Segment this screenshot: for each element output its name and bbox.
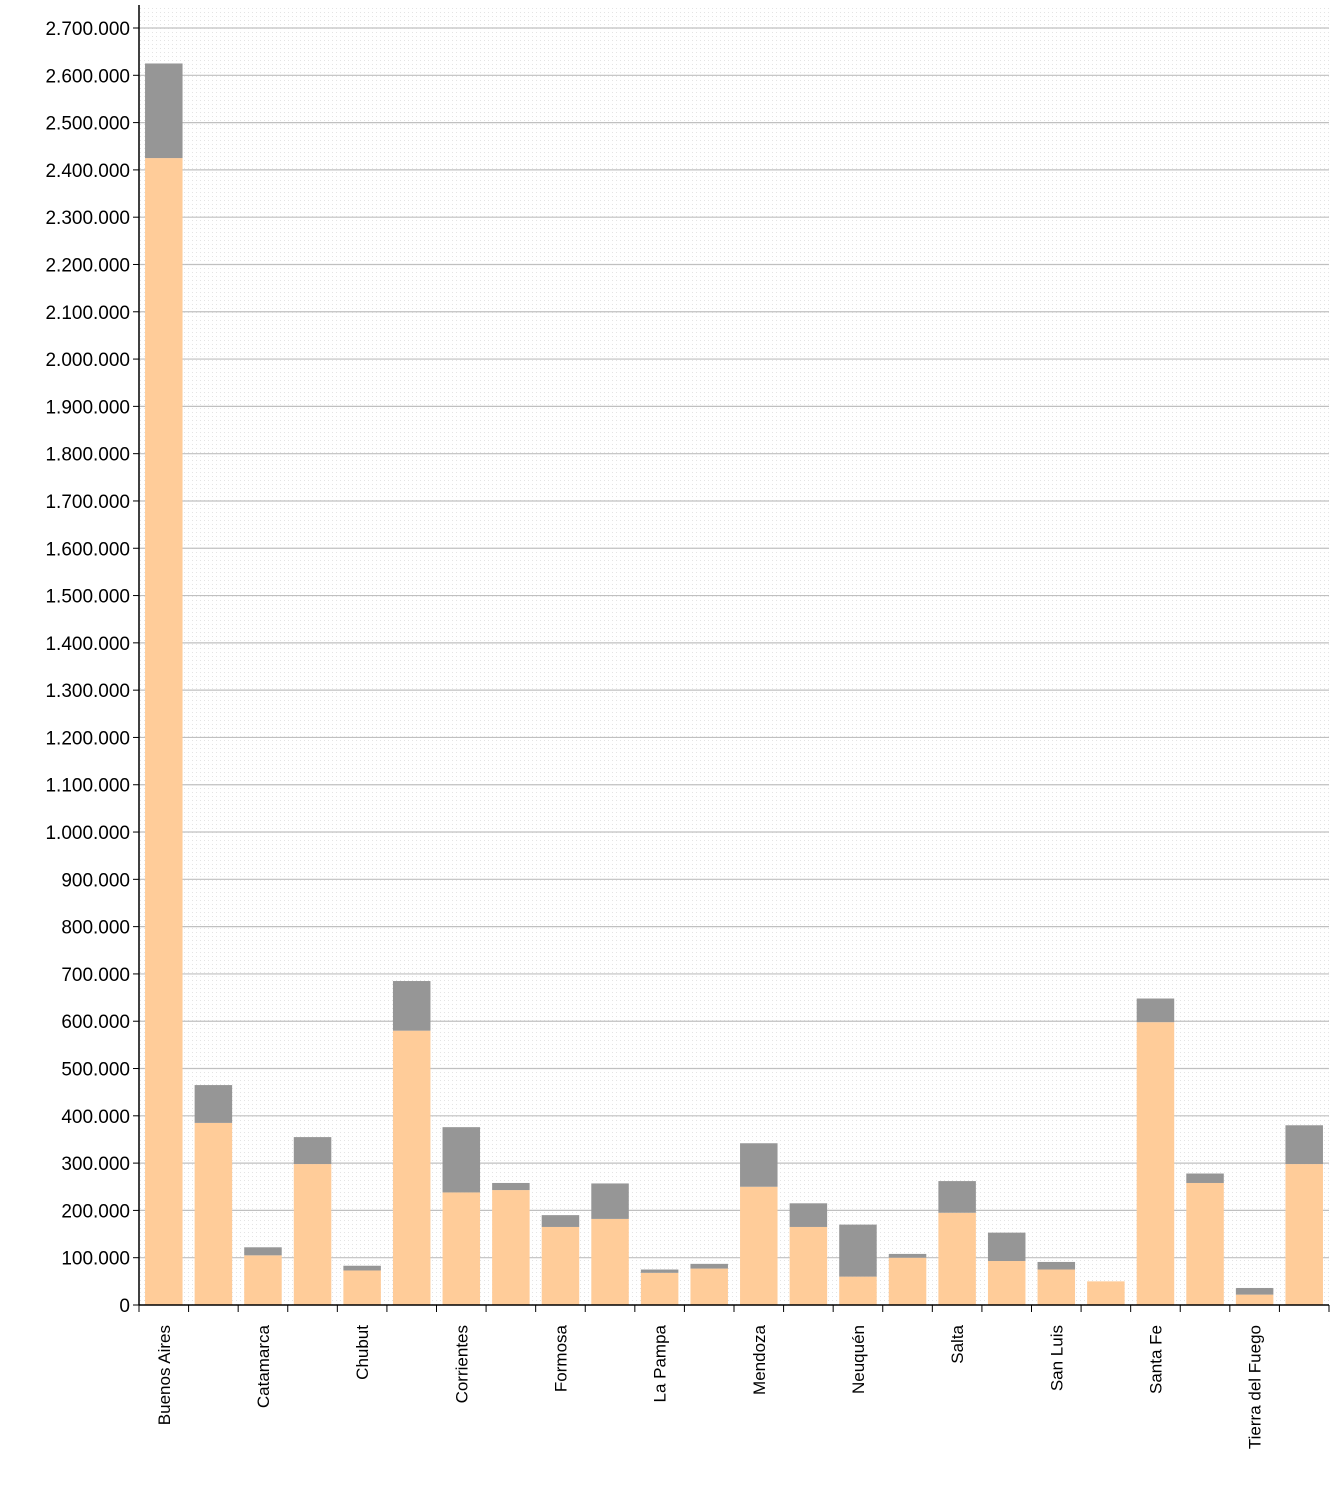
bar-segment-series-2 [492, 1182, 530, 1191]
x-tick-label: Chubut [353, 1325, 372, 1380]
x-tick-label: Corrientes [452, 1325, 471, 1403]
bar-segment-series-2 [888, 1253, 927, 1258]
bar-segment-series-2 [938, 1181, 976, 1213]
bars [145, 63, 1323, 1305]
bar-segment-series-1 [1136, 1022, 1175, 1305]
y-tick-labels: 0 100.000 200.000 300.000 400.000 500.000 600.… [45, 19, 130, 1317]
x-tick-label: Mendoza [750, 1324, 769, 1394]
y-tick-label: 600.000 [61, 1012, 130, 1033]
y-tick-label: 0 [119, 1296, 130, 1317]
y-tick-label: 2.600.000 [45, 66, 130, 87]
bar-segment-series-2 [1136, 998, 1175, 1023]
y-tick-label: 1.600.000 [45, 539, 130, 560]
bar-segment-series-1 [987, 1261, 1026, 1305]
bar-segment-series-1 [392, 1030, 431, 1305]
y-tick-label: 1.500.000 [45, 587, 130, 608]
bar-segment-series-1 [145, 158, 183, 1305]
y-tick-label: 1.400.000 [45, 634, 130, 655]
bar-segment-series-2 [690, 1263, 728, 1269]
y-tick-label: 700.000 [61, 965, 130, 986]
bar-segment-series-1 [244, 1255, 282, 1305]
bar-segment-series-2 [541, 1215, 580, 1227]
y-tick-label: 2.500.000 [45, 114, 130, 135]
gridlines [139, 27, 1329, 1259]
x-tick-labels: Buenos Aires Catamarca Chubut Corrientes For… [155, 1324, 1265, 1449]
y-tick-label: 1.300.000 [45, 681, 130, 702]
x-tick-label: Tierra del Fuego [1246, 1325, 1265, 1449]
bar-segment-series-1 [343, 1270, 381, 1305]
bar-segment-series-2 [343, 1265, 381, 1271]
bar-segment-series-2 [1037, 1261, 1076, 1270]
x-tick-label: La Pampa [651, 1324, 670, 1402]
bar-segment-series-1 [541, 1226, 580, 1305]
y-tick-label: 2.200.000 [45, 255, 130, 276]
bar-segment-series-2 [392, 981, 431, 1031]
bar-segment-series-1 [1285, 1164, 1323, 1305]
bar-segment-series-1 [492, 1190, 530, 1305]
bar-segment-series-2 [591, 1183, 629, 1219]
x-tick-label: Neuquén [849, 1325, 868, 1394]
y-tick-label: 1.900.000 [45, 397, 130, 418]
y-tick-label: 400.000 [61, 1107, 130, 1128]
bar-segment-series-1 [938, 1212, 976, 1305]
y-tick-label: 800.000 [61, 918, 130, 939]
bar-segment-series-1 [591, 1218, 629, 1305]
x-tick-label: Formosa [551, 1324, 570, 1392]
y-tick-label: 1.100.000 [45, 776, 130, 797]
y-tick-label: 2.300.000 [45, 208, 130, 229]
bar-segment-series-2 [194, 1085, 233, 1123]
y-tick-label: 200.000 [61, 1201, 130, 1222]
bar-segment-series-1 [839, 1276, 877, 1305]
bar-segment-series-2 [740, 1143, 778, 1187]
bar-segment-series-2 [1235, 1287, 1274, 1295]
axes [133, 5, 1330, 1312]
bar-segment-series-1 [1087, 1281, 1125, 1305]
y-tick-label: 500.000 [61, 1060, 130, 1081]
y-tick-label: 100.000 [61, 1249, 130, 1270]
x-tick-label: Catamarca [254, 1324, 273, 1408]
bar-segment-series-2 [145, 63, 183, 159]
y-tick-label: 2.100.000 [45, 303, 130, 324]
bar-segment-series-1 [888, 1257, 927, 1305]
y-tick-label: 2.400.000 [45, 161, 130, 182]
bar-segment-series-1 [194, 1122, 233, 1305]
y-tick-label: 1.700.000 [45, 492, 130, 513]
y-tick-label: 900.000 [61, 870, 130, 891]
bar-segment-series-1 [740, 1186, 778, 1305]
y-tick-label: 300.000 [61, 1154, 130, 1175]
y-tick-label: 1.000.000 [45, 823, 130, 844]
x-tick-label: San Luis [1047, 1325, 1066, 1391]
x-tick-label: Santa Fe [1146, 1325, 1165, 1394]
x-tick-label: Salta [948, 1324, 967, 1363]
bar-segment-series-1 [442, 1192, 481, 1305]
bar-segment-series-2 [789, 1203, 828, 1227]
bar-segment-series-1 [789, 1226, 828, 1305]
bar-segment-series-1 [640, 1272, 679, 1305]
bar-segment-series-2 [442, 1127, 481, 1193]
bar-segment-series-2 [839, 1224, 877, 1277]
bar-segment-series-1 [293, 1164, 332, 1305]
y-tick-label: 2.700.000 [45, 19, 130, 40]
plot-area-background [139, 5, 1329, 1305]
bar-segment-series-1 [1037, 1269, 1076, 1305]
y-tick-label: 1.800.000 [45, 445, 130, 466]
bar-segment-series-2 [640, 1269, 679, 1273]
bar-segment-series-1 [690, 1268, 728, 1305]
bar-segment-series-1 [1235, 1294, 1274, 1305]
bar-segment-series-2 [987, 1232, 1026, 1262]
bar-segment-series-2 [1186, 1173, 1224, 1183]
y-tick-label: 1.200.000 [45, 728, 130, 749]
bar-segment-series-2 [293, 1137, 332, 1165]
bar-segment-series-2 [1285, 1125, 1323, 1165]
x-tick-label: Buenos Aires [155, 1325, 174, 1425]
bar-segment-series-1 [1186, 1182, 1224, 1305]
bar-segment-series-2 [244, 1247, 282, 1256]
y-tick-label: 2.000.000 [45, 350, 130, 371]
